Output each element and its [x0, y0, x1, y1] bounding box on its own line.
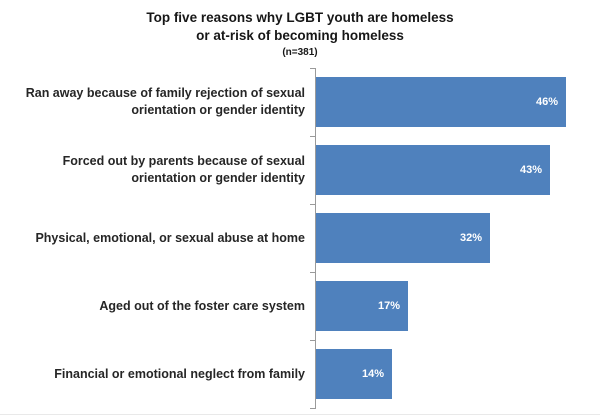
- bar-value-label: 14%: [361, 368, 384, 380]
- bar-row: Forced out by parents because of sexual …: [0, 136, 600, 204]
- plot-area: Ran away because of family rejection of …: [0, 68, 600, 408]
- axis-tick: [310, 272, 316, 273]
- chart-title-line-1: Top five reasons why LGBT youth are home…: [146, 10, 454, 25]
- bar-value-label: 43%: [519, 164, 542, 176]
- bar-row: Physical, emotional, or sexual abuse at …: [0, 204, 600, 272]
- category-label: Forced out by parents because of sexual …: [62, 154, 305, 185]
- bar-track: 32%: [316, 204, 600, 272]
- category-label: Financial or emotional neglect from fami…: [54, 366, 305, 381]
- chart-title-block: Top five reasons why LGBT youth are home…: [0, 9, 600, 58]
- category-label: Aged out of the foster care system: [99, 298, 305, 313]
- axis-tick: [310, 68, 316, 69]
- bar: 46%: [316, 77, 566, 127]
- axis-tick: [310, 340, 316, 341]
- chart-title-line-2: or at-risk of becoming homeless: [196, 27, 404, 43]
- bar-value-label: 17%: [377, 300, 400, 312]
- axis-tick: [310, 408, 316, 409]
- bar-track: 46%: [316, 68, 600, 136]
- bar-value-label: 46%: [535, 96, 558, 108]
- bar: 14%: [316, 349, 392, 399]
- bar-track: 14%: [316, 340, 600, 408]
- bar-row: Ran away because of family rejection of …: [0, 68, 600, 136]
- bar-row: Aged out of the foster care system 17%: [0, 272, 600, 340]
- sample-size-label: (n=381): [282, 46, 318, 58]
- bar: 43%: [316, 145, 550, 195]
- bar-track: 43%: [316, 136, 600, 204]
- category-label: Ran away because of family rejection of …: [25, 86, 305, 117]
- bar: 32%: [316, 213, 490, 263]
- category-axis-line: [315, 68, 316, 409]
- figure-bottom-edge: [0, 414, 600, 415]
- axis-tick: [310, 136, 316, 137]
- axis-tick: [310, 204, 316, 205]
- bar-value-label: 32%: [459, 232, 482, 244]
- bar: 17%: [316, 281, 408, 331]
- bar-row: Financial or emotional neglect from fami…: [0, 340, 600, 408]
- category-label: Physical, emotional, or sexual abuse at …: [35, 230, 305, 245]
- bar-track: 17%: [316, 272, 600, 340]
